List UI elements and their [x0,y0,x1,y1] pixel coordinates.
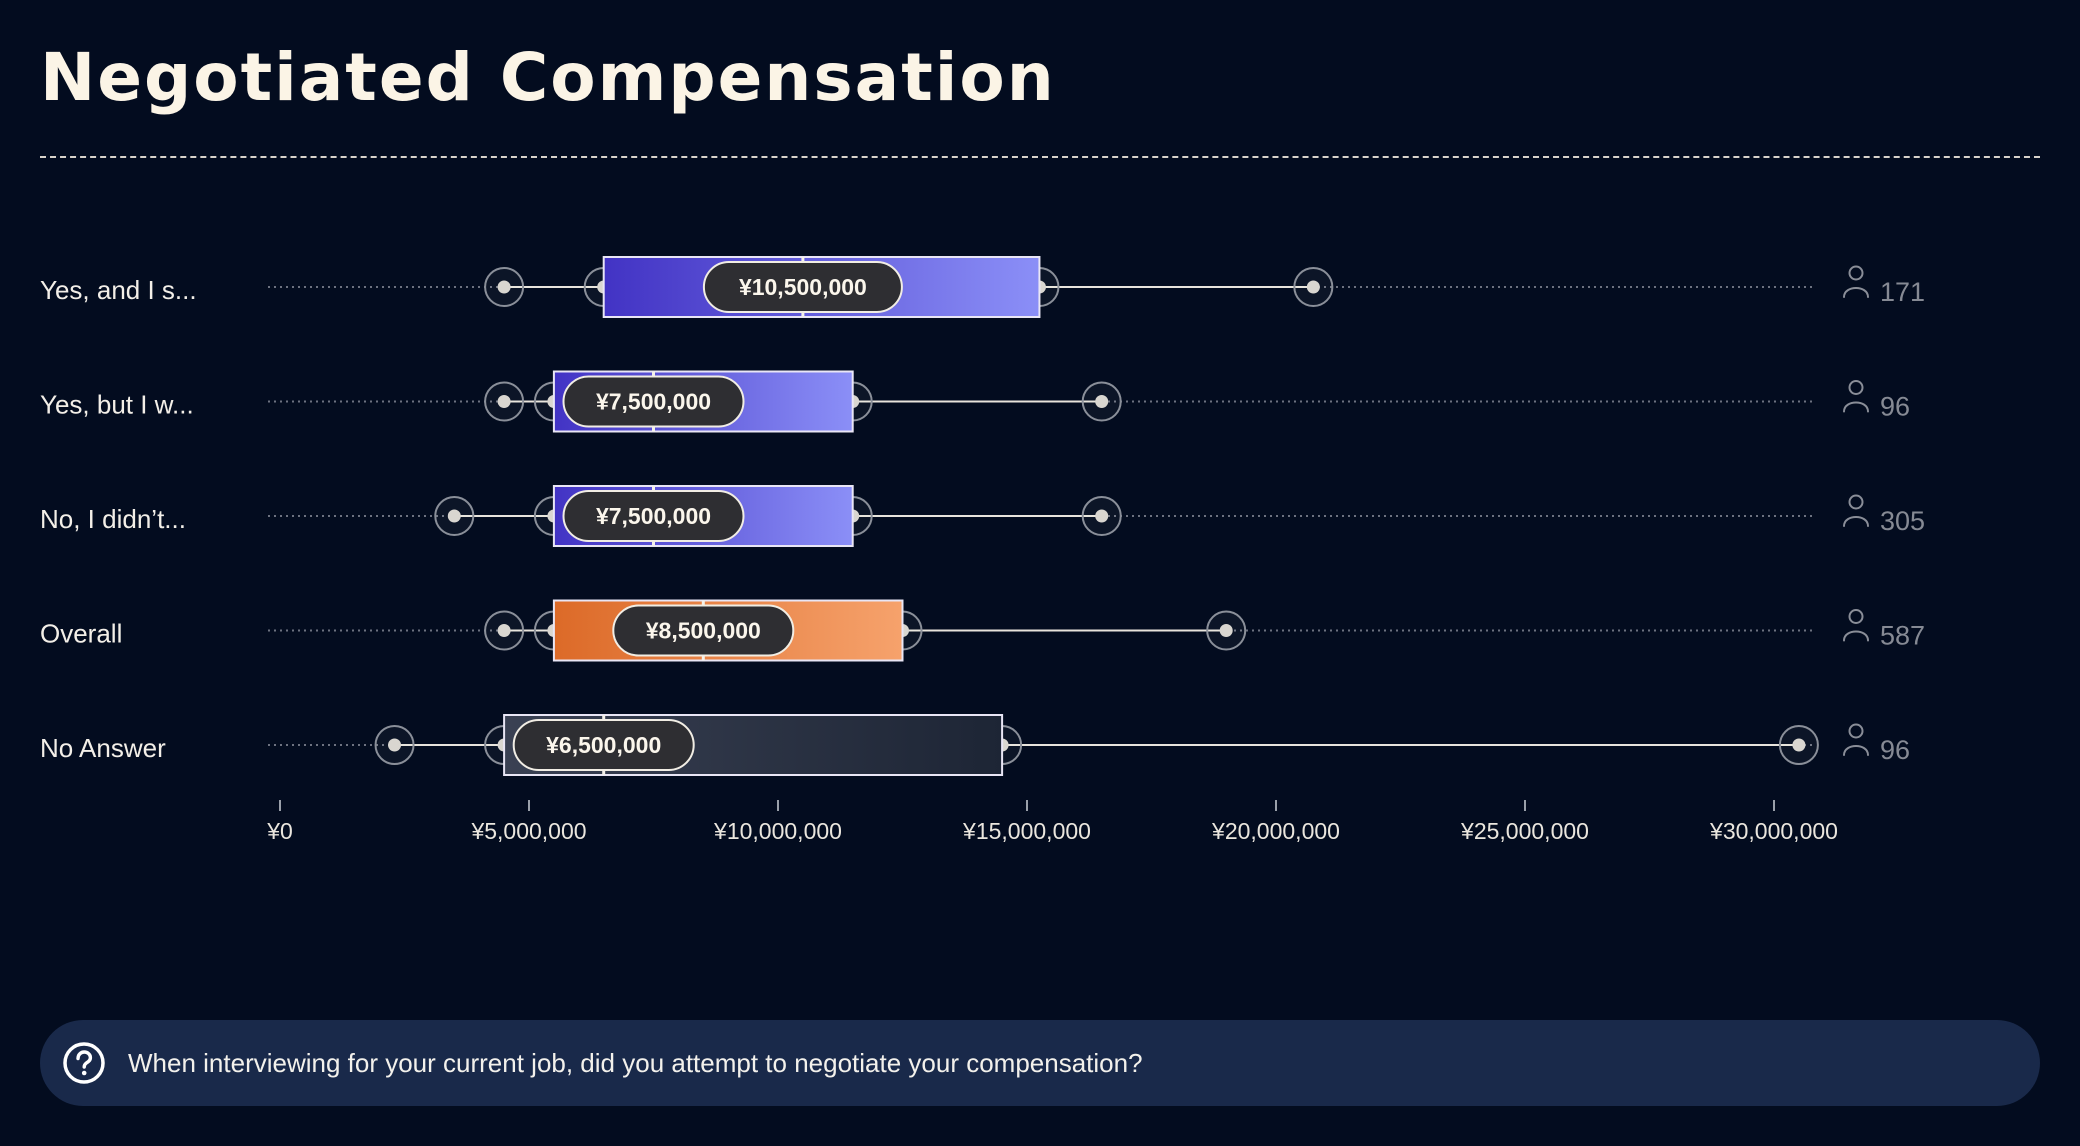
x-tick-label: ¥10,000,000 [713,818,842,844]
max-marker [1778,725,1819,765]
x-tick-label: ¥20,000,000 [1211,818,1340,844]
row-label: No Answer [40,733,166,763]
median-label-pill [702,261,903,313]
person-icon [1843,723,1869,756]
median-label-pill [562,490,745,542]
max-marker [1081,496,1122,536]
row-label: Overall [40,619,122,649]
question-circle-icon [63,1042,105,1084]
x-tick-label: ¥25,000,000 [1460,818,1589,844]
min-marker [434,496,475,536]
median-label: ¥8,500,000 [646,618,761,644]
median-label: ¥7,500,000 [596,389,711,415]
min-marker [484,610,525,651]
median-label: ¥7,500,000 [596,503,711,529]
respondent-count: 587 [1880,621,1925,651]
min-marker [484,381,525,422]
x-tick-label: ¥5,000,000 [470,818,586,844]
max-marker [1293,267,1334,307]
x-tick-label: ¥0 [266,818,293,844]
page-title: Negotiated Compensation [40,39,1056,116]
question-banner: When interviewing for your current job, … [40,1020,2040,1106]
question-text: When interviewing for your current job, … [128,1048,1143,1078]
person-icon [1843,380,1869,413]
median-label-pill [562,375,745,428]
median-label: ¥10,500,000 [739,274,867,300]
row-label: Yes, and I s... [40,275,197,305]
max-marker [1206,610,1247,651]
x-tick-label: ¥15,000,000 [962,818,1091,844]
respondent-count: 96 [1880,735,1910,765]
person-icon [1843,265,1869,298]
respondent-count: 305 [1880,506,1925,536]
median-label: ¥6,500,000 [546,732,661,758]
median-label-pill [512,719,695,771]
title-divider [40,156,2040,158]
person-icon [1843,494,1869,527]
person-icon [1843,609,1869,642]
min-marker [484,267,525,307]
compensation-boxplot-chart: Yes, and I s... ¥10,500,000 171 Yes, but I … [40,256,1925,844]
row-label: No, I didn’t... [40,504,186,534]
x-tick-label: ¥30,000,000 [1709,818,1838,844]
row-label: Yes, but I w... [40,390,194,420]
respondent-count: 96 [1880,392,1910,422]
max-marker [1081,381,1122,422]
median-label-pill [612,604,795,657]
respondent-count: 171 [1880,277,1925,307]
min-marker [374,725,415,765]
